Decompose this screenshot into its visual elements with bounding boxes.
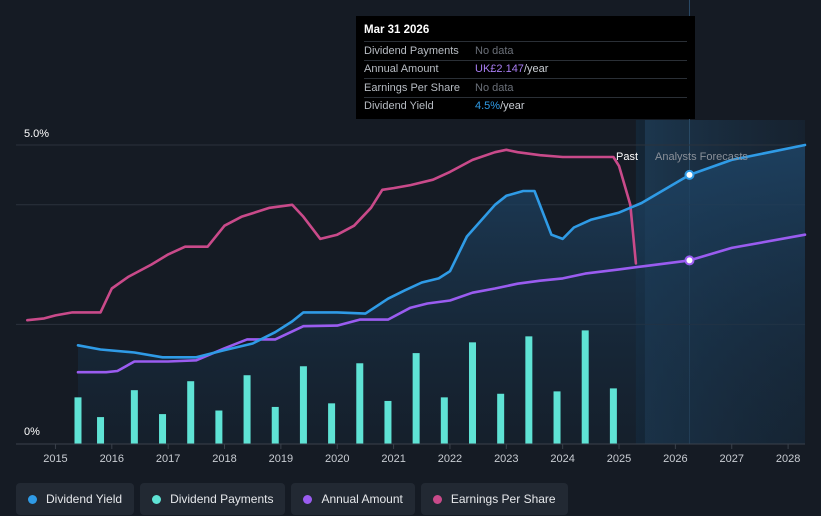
dividend-payment-bar <box>581 330 589 444</box>
dividend-payment-bar <box>187 381 195 444</box>
tooltip-unit: /year <box>500 100 525 113</box>
dividend-payment-bar <box>299 366 307 444</box>
tooltip-date: Mar 31 2026 <box>364 24 430 36</box>
x-tick-label: 2028 <box>776 453 800 465</box>
tooltip-value: No data <box>475 45 514 57</box>
tooltip-value: No data <box>475 82 514 94</box>
dividend-payment-bar <box>159 414 167 444</box>
legend: Dividend Yield Dividend Payments Annual … <box>16 483 568 515</box>
x-tick-label: 2022 <box>438 453 462 465</box>
x-tick-label: 2027 <box>719 453 743 465</box>
series-lines <box>26 143 807 374</box>
legend-dot-icon <box>303 494 313 504</box>
dividend-payment-bar <box>74 397 82 444</box>
legend-label: Earnings Per Share <box>450 492 556 506</box>
y-tick-label: 5.0% <box>24 128 49 140</box>
legend-item-earnings-per-share[interactable]: Earnings Per Share <box>420 483 568 515</box>
tooltip-value-text: UK£2.147 <box>475 63 524 76</box>
dividend-payment-bar <box>243 375 251 444</box>
tooltip-value: 4.5%/year <box>475 100 525 112</box>
legend-item-annual-amount[interactable]: Annual Amount <box>291 483 415 515</box>
dividend-payment-bar <box>412 353 420 444</box>
tooltip-label: Earnings Per Share <box>364 81 460 94</box>
dividend-yield-line <box>76 143 807 359</box>
x-tick-label: 2016 <box>100 453 124 465</box>
legend-dot-icon <box>28 494 37 504</box>
tooltip-row-dividend-yield: Dividend Yield 4.5%/year <box>364 96 687 116</box>
dividend-payment-bar <box>271 406 279 444</box>
dividend-payment-bar <box>553 391 561 444</box>
legend-dot-icon <box>432 494 442 504</box>
tooltip-unit: /year <box>523 63 549 76</box>
legend-label: Dividend Payments <box>170 492 274 506</box>
tooltip-label: Dividend Payments <box>364 44 459 57</box>
dividend-yield-area <box>78 145 805 444</box>
x-tick-label: 2015 <box>43 453 67 465</box>
tooltip-value-text: No data <box>475 44 514 57</box>
x-tick-label: 2021 <box>381 453 405 465</box>
dividend-payment-bar <box>215 410 223 444</box>
legend-item-dividend-yield[interactable]: Dividend Yield <box>16 483 135 515</box>
x-tick-label: 2018 <box>212 453 236 465</box>
tooltip-label: Dividend Yield <box>364 100 434 113</box>
annual-amount-line <box>76 233 807 374</box>
dividend-yield-marker <box>684 169 695 180</box>
tooltip-row-dividend-payments: Dividend Payments No data <box>364 41 687 60</box>
legend-item-dividend-payments[interactable]: Dividend Payments <box>140 483 286 515</box>
legend-label: Annual Amount <box>321 492 403 506</box>
x-tick-label: 2019 <box>269 453 293 465</box>
tooltip-label: Annual Amount <box>364 63 439 76</box>
yield-area <box>78 145 805 444</box>
past-label: Past <box>616 151 638 163</box>
y-tick-label: 0% <box>24 426 40 438</box>
region-labels: Past Analysts Forecasts <box>616 151 748 163</box>
dividend-payments-bars <box>74 330 617 444</box>
dividend-payment-bar <box>609 388 617 444</box>
x-tick-label: 2024 <box>550 453 574 465</box>
legend-dot-icon <box>152 494 162 504</box>
forecast-label: Analysts Forecasts <box>655 151 748 163</box>
tooltip-value-text: No data <box>475 81 514 94</box>
series-markers <box>684 169 695 266</box>
dividend-payment-bar <box>440 397 448 444</box>
axes: 5.0% 0% 2015 2016 2017 2018 2019 2020 2021 2022 20… <box>16 128 805 465</box>
dividend-payment-bar <box>468 342 476 444</box>
earnings-per-share-line <box>26 148 638 322</box>
x-tick-label: 2026 <box>663 453 687 465</box>
x-tick-label: 2025 <box>607 453 631 465</box>
dividend-payment-bar <box>130 390 138 444</box>
tooltip: Mar 31 2026 Dividend Payments No data An… <box>356 16 695 119</box>
x-tick-label: 2017 <box>156 453 180 465</box>
dividend-payment-bar <box>525 336 533 444</box>
dividend-payment-bar <box>97 417 105 444</box>
dividend-payment-bar <box>328 403 336 444</box>
tooltip-value: UK£2.147/year <box>475 63 548 75</box>
tooltip-row-earnings-per-share: Earnings Per Share No data <box>364 78 687 97</box>
tooltip-value-text: 4.5% <box>475 100 501 113</box>
x-tick-label: 2023 <box>494 453 518 465</box>
dividend-payment-bar <box>384 400 392 444</box>
dividend-payment-bar <box>497 393 505 444</box>
x-tick-label: 2020 <box>325 453 349 465</box>
tooltip-row-annual-amount: Annual Amount UK£2.147/year <box>364 59 687 79</box>
dividend-payment-bar <box>356 363 364 444</box>
annual-amount-marker <box>684 255 695 266</box>
legend-label: Dividend Yield <box>46 492 123 506</box>
